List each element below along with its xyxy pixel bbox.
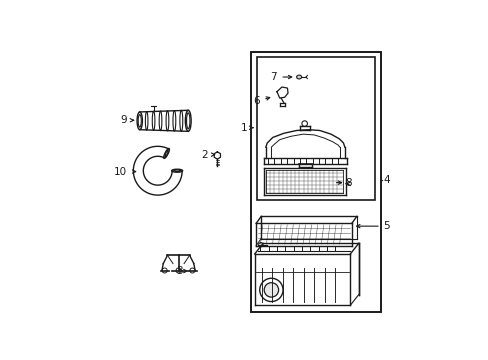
Ellipse shape xyxy=(163,148,169,158)
Ellipse shape xyxy=(185,110,191,131)
Text: 5: 5 xyxy=(382,221,389,231)
Ellipse shape xyxy=(138,114,141,127)
Text: 3: 3 xyxy=(176,266,183,276)
Ellipse shape xyxy=(164,150,168,157)
Ellipse shape xyxy=(173,170,180,171)
Ellipse shape xyxy=(171,169,183,172)
Text: 2: 2 xyxy=(201,150,207,159)
Bar xyxy=(251,51,380,312)
Circle shape xyxy=(264,283,278,297)
Ellipse shape xyxy=(137,112,142,130)
Circle shape xyxy=(189,268,195,273)
Text: 8: 8 xyxy=(345,177,351,188)
Text: 10: 10 xyxy=(114,167,127,176)
Text: 4: 4 xyxy=(382,175,389,185)
Circle shape xyxy=(162,268,167,273)
Ellipse shape xyxy=(296,75,301,79)
Text: 7: 7 xyxy=(270,72,276,82)
Circle shape xyxy=(301,121,307,126)
Circle shape xyxy=(259,278,283,302)
Ellipse shape xyxy=(186,113,189,129)
Circle shape xyxy=(176,268,181,273)
Text: 6: 6 xyxy=(253,96,259,107)
Bar xyxy=(256,57,374,200)
Text: 1: 1 xyxy=(240,123,246,133)
Circle shape xyxy=(258,243,263,247)
Text: 9: 9 xyxy=(121,115,127,125)
